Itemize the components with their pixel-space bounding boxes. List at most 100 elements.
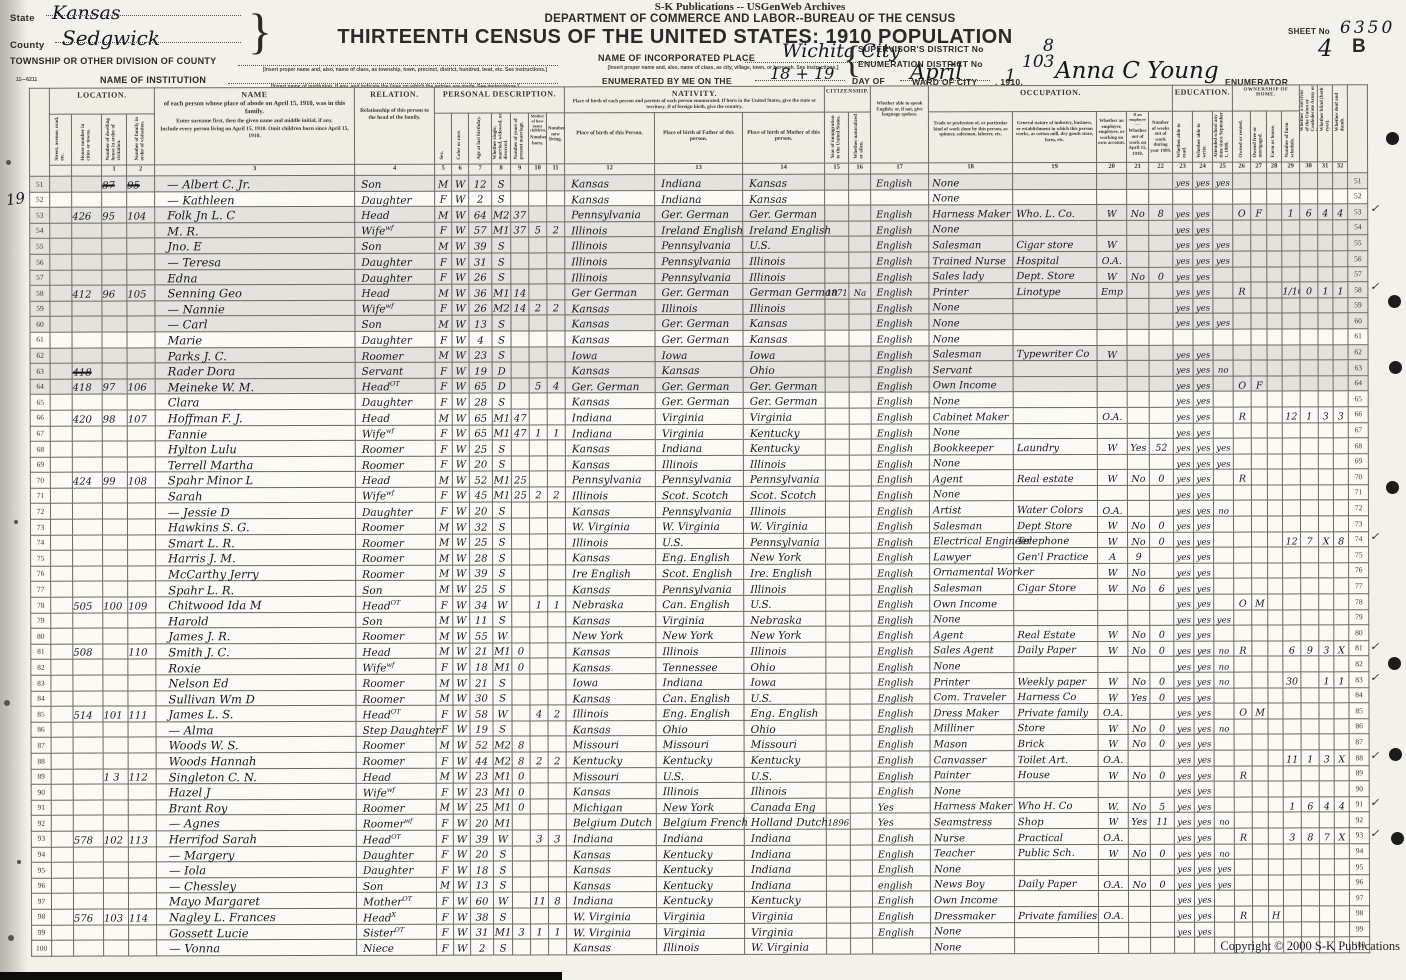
cell-ch_born: 2 [530,751,549,768]
cell-read: yes [1173,531,1194,548]
cell-family [127,363,156,379]
cell-street [50,675,73,691]
cell-blind [1319,843,1335,860]
cell-marital: S [491,174,511,191]
cell-yrs_married: 0 [511,642,530,659]
cell-relation: Daughter [355,331,436,347]
cell-blind [1317,250,1333,267]
cell-blind [1318,593,1334,610]
cell-industry [1012,298,1098,315]
cell-family [126,269,155,286]
cell-ch_born [528,268,547,285]
cell-line: 53 [29,207,50,224]
cell-color: W [453,876,471,893]
cell-name: Spahr Minor L [155,471,356,488]
cell-house [72,612,103,629]
cell-street [50,441,73,457]
cell-owned [1232,251,1251,267]
cell-weeks_1909: 0 [1149,672,1175,688]
cell-street [50,332,73,348]
cell-employer: W [1096,266,1127,283]
cell-blind [1319,703,1335,719]
cell-street [49,176,72,192]
cell-age: 2 [470,939,494,955]
cell-marital: M2 [493,736,513,753]
cell-family [128,752,157,769]
cell-imm_year [825,454,850,471]
cell-imm_year [826,938,851,954]
cell-deaf [1334,687,1350,704]
cell-industry [1014,859,1099,876]
cell-house [73,815,104,832]
cell-pob_father: Ger. German [654,283,743,300]
cell-write: yes [1193,594,1214,610]
cell-line: 54 [29,222,50,239]
cell-english: English [871,485,930,502]
cell-street [50,410,73,426]
cell-imm_year [826,766,851,783]
cell-color: W [453,783,471,799]
cell-street [50,612,73,629]
cell-trade: Electrical Engineer [929,532,1031,549]
cell-pob_mother: New York [743,548,826,565]
scan-speck [8,935,14,941]
cell-trade: None [930,922,1015,938]
cell-imm_year [826,704,851,720]
cell-family: 112 [128,768,157,785]
cell-naturalized [849,392,872,409]
cell-marital: S [492,689,513,706]
cell-pob: Indiana [566,891,657,908]
cell-weeks_1909: 0 [1150,843,1175,860]
cell-imm_year [825,376,850,393]
cell-yrs_married [511,393,530,409]
cell-relation: Head [354,284,435,301]
cell-weeks_1909 [1149,547,1174,564]
cell-naturalized [848,189,871,206]
cell-sex: M [435,611,453,628]
cell-school: yes [1214,859,1235,875]
cell-weeks_1909 [1149,563,1174,579]
cell-yrs_married [512,829,531,846]
cell-naturalized [849,595,872,611]
cell-marital: S [492,455,512,472]
cell-ch_born [530,938,549,955]
cell-pob_mother: Illinois [742,252,825,268]
cell-ch_living [547,642,566,659]
cell-dwelling: 99 [102,472,128,488]
cell-marital: D [492,377,512,394]
cell-trade: None [930,859,1015,876]
cell-owned: O [1233,375,1252,392]
cell-english: English [871,579,930,596]
cell-pob_father: Virginia [655,611,744,627]
cell-employer: W [1096,204,1127,221]
cell-dwelling [102,565,128,582]
cell-pob_mother: New York [743,626,826,643]
cell-line-right: 80 [1348,624,1369,641]
cell-family [126,300,155,317]
cell-dwelling: 97 [102,378,128,395]
cell-relation: Roomerwf [356,814,437,831]
cell-free_mtg [1252,749,1269,766]
cell-age: 20 [469,502,493,519]
cell-dwelling [103,752,129,769]
cell-read: yes [1173,407,1194,423]
cell-house [73,846,104,863]
cell-weeks_1909 [1150,750,1175,766]
cell-pob_mother: Illinois [743,501,826,518]
cell-school [1213,375,1234,392]
cell-line: 95 [31,862,52,878]
cell-blind [1318,484,1334,501]
cell-out_of_work [1128,906,1151,922]
cell-line: 93 [31,831,52,847]
cell-naturalized [849,688,873,705]
cell-deaf [1332,188,1348,205]
cell-house [72,565,103,582]
cell-free_mtg [1251,297,1268,314]
cell-write: yes [1192,173,1213,189]
cell-dwelling: 101 [102,706,129,722]
col-read-header: Whether able to read. [1172,111,1193,163]
hole-punch-dot [1389,361,1402,374]
cell-deaf [1333,328,1349,345]
cell-read: yes [1174,781,1195,798]
cell-yrs_married: 37 [510,221,529,238]
